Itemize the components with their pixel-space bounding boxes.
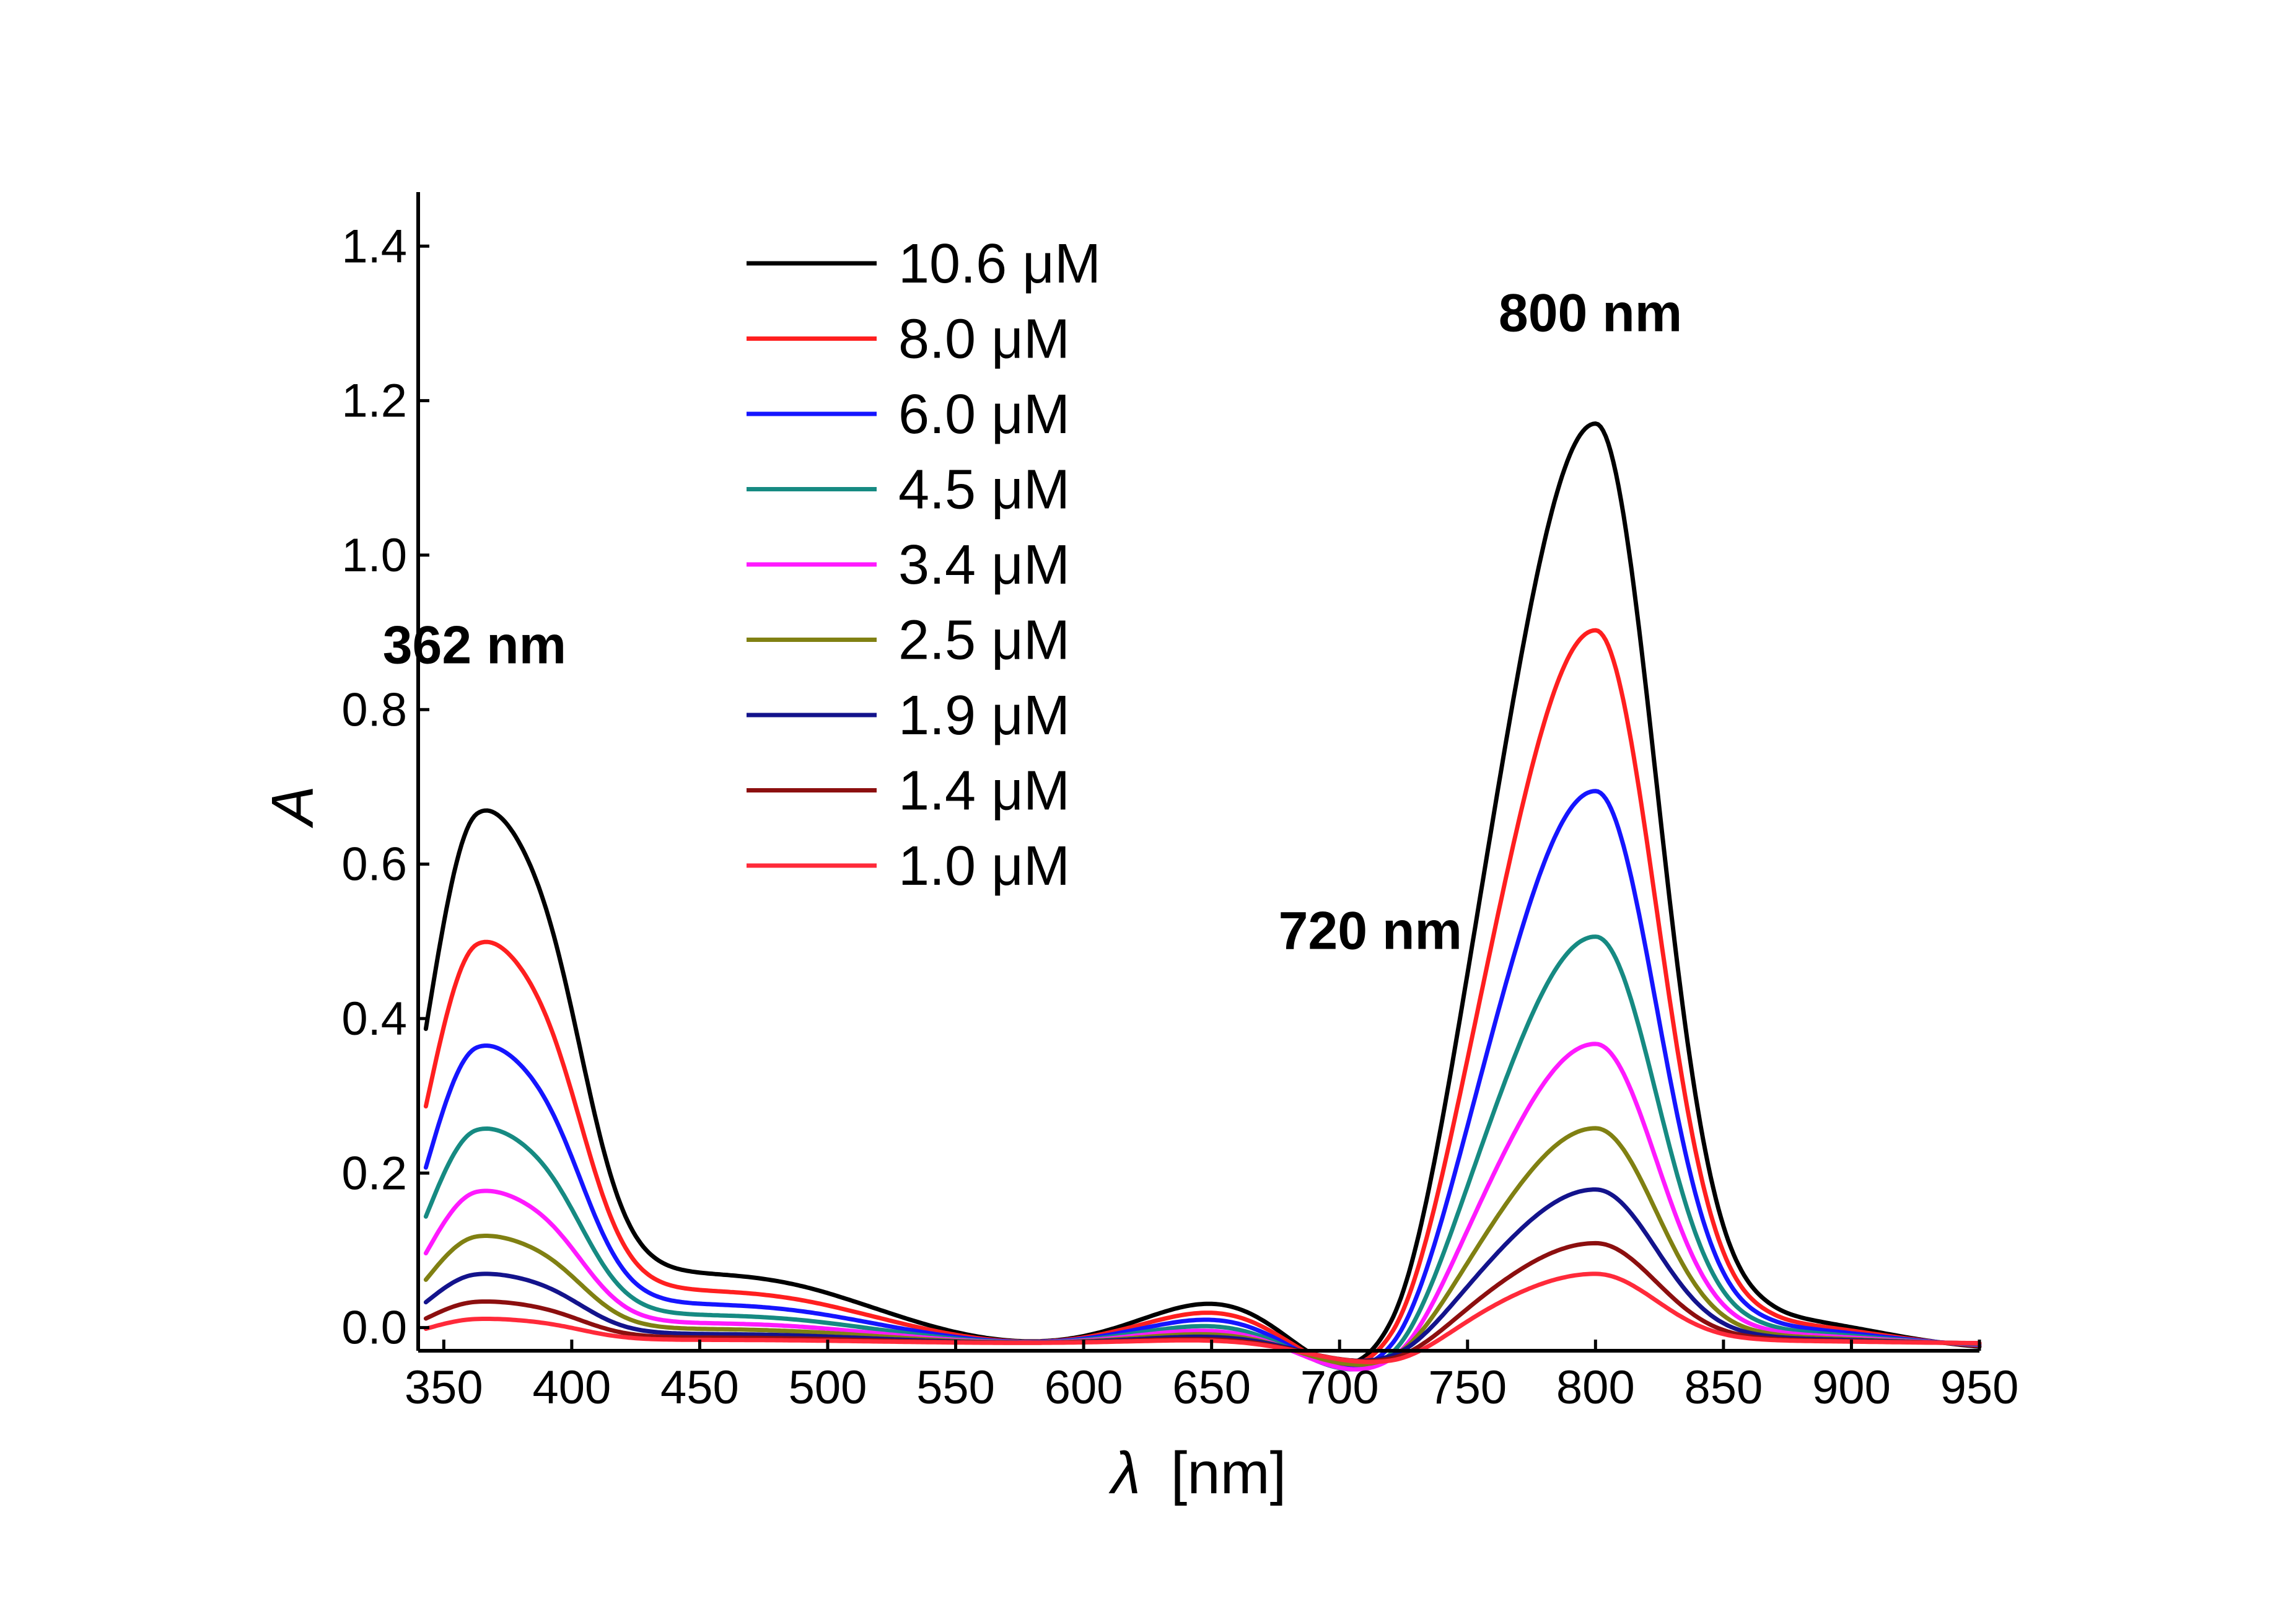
series-line <box>423 1126 1982 1367</box>
series-line <box>423 421 1982 1367</box>
series-line <box>423 1042 1982 1372</box>
x-tick-label: 350 <box>405 1361 483 1414</box>
legend-label: 3.4 μM <box>898 534 1070 596</box>
y-tick-label: 0.8 <box>341 683 407 736</box>
x-tick-label: 550 <box>916 1361 995 1414</box>
legend-label: 2.5 μM <box>898 610 1070 672</box>
y-tick-label: 1.0 <box>341 529 407 582</box>
x-tick-label: 750 <box>1428 1361 1507 1414</box>
peak-annotation: 720 nm <box>1279 902 1462 961</box>
y-axis-title: A <box>260 786 326 828</box>
series-line <box>423 1187 1982 1363</box>
x-tick-label: 450 <box>660 1361 739 1414</box>
x-tick-label: 500 <box>789 1361 867 1414</box>
x-tick-label: 850 <box>1684 1361 1763 1414</box>
x-tick-label: 600 <box>1045 1361 1123 1414</box>
series-line <box>423 628 1982 1368</box>
y-tick-label: 1.4 <box>341 220 407 273</box>
legend-label: 10.6 μM <box>898 233 1101 295</box>
legend-label: 8.0 μM <box>898 309 1070 371</box>
y-tick-label: 0.2 <box>341 1147 407 1200</box>
legend-label: 6.0 μM <box>898 384 1070 446</box>
legend: 10.6 μM 8.0 μM 6.0 μM 4.5 μM 3.4 μM 2.5 μM 1.9… <box>747 233 1101 897</box>
x-axis-title-symbol: λ <box>1108 1440 1141 1506</box>
x-tick-label: 900 <box>1812 1361 1891 1414</box>
series-lines <box>423 421 1982 1372</box>
peak-annotation: 800 nm <box>1499 283 1682 343</box>
legend-label: 1.0 μM <box>898 835 1070 897</box>
y-tick-label: 0.4 <box>341 993 407 1045</box>
legend-label: 1.9 μM <box>898 685 1070 747</box>
y-tick-label: 0.6 <box>341 838 407 891</box>
x-axis-title: λ [nm] <box>1108 1440 1287 1506</box>
y-axis-ticks: 0.0 0.2 0.4 0.6 0.8 1.0 1.2 1.4 <box>341 220 429 1354</box>
x-tick-label: 950 <box>1940 1361 2019 1414</box>
peak-annotation: 362 nm <box>383 615 566 675</box>
series-line <box>423 934 1982 1372</box>
x-axis-title-unit: [nm] <box>1171 1440 1287 1506</box>
y-tick-label: 1.2 <box>341 375 407 428</box>
legend-label: 4.5 μM <box>898 459 1070 521</box>
x-tick-label: 700 <box>1300 1361 1379 1414</box>
series-line <box>423 1271 1982 1364</box>
x-tick-label: 650 <box>1172 1361 1251 1414</box>
x-tick-label: 800 <box>1556 1361 1635 1414</box>
peak-annotations: 362 nm 720 nm 800 nm <box>383 283 1683 960</box>
y-tick-label: 0.0 <box>341 1302 407 1354</box>
series-line <box>423 789 1982 1371</box>
x-tick-label: 400 <box>532 1361 611 1414</box>
x-axis-ticks: 350 400 450 500 550 600 650 700 750 800 850 900 950 <box>405 1340 2019 1414</box>
legend-label: 1.4 μM <box>898 760 1070 822</box>
